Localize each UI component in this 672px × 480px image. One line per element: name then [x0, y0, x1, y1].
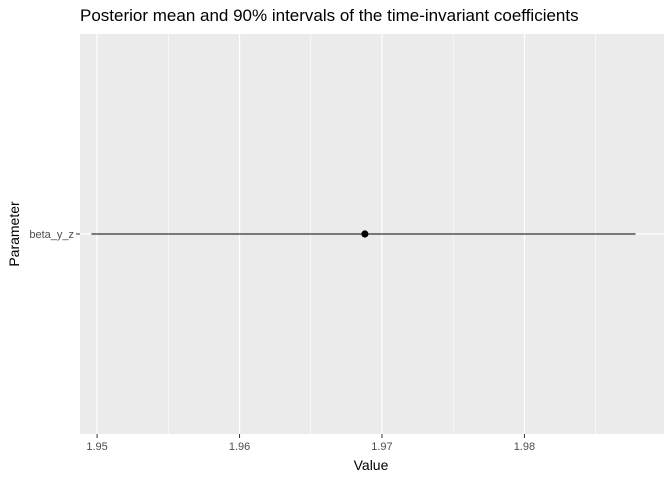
chart-title: Posterior mean and 90% intervals of the … [80, 6, 579, 25]
x-tick-label: 1.95 [86, 441, 107, 453]
x-tick-label: 1.98 [514, 441, 535, 453]
x-axis-title: Value [354, 457, 389, 473]
mean-point [361, 230, 369, 238]
x-tick-label: 1.96 [229, 441, 250, 453]
x-tick-label: 1.97 [371, 441, 392, 453]
y-axis-title: Parameter [6, 201, 22, 267]
y-tick-label: beta_y_z [29, 229, 74, 241]
